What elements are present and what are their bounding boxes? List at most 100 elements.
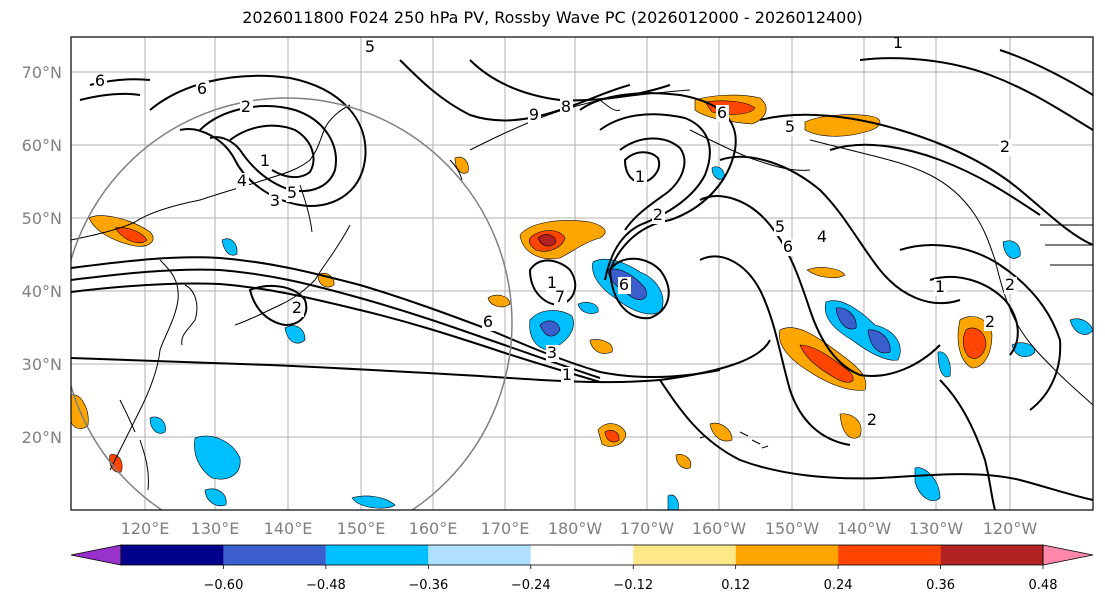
longitude-tick-label: 140°W	[837, 519, 892, 538]
colorbar-segment	[838, 545, 941, 565]
analysis-circle	[71, 97, 513, 510]
contour-label-background	[364, 39, 377, 56]
longitude-tick-label: 150°E	[337, 519, 386, 538]
contour-label-background	[561, 367, 574, 384]
colorbar-extend-low	[70, 544, 122, 566]
contour-value-label: 2	[292, 298, 302, 317]
contour-value-label: 2	[653, 205, 663, 224]
contour-label-background	[866, 412, 879, 429]
contour-value-label: 2	[1000, 137, 1010, 156]
contour-label-background	[560, 99, 573, 116]
latitude-labels: 70°N 60°N 50°N 40°N 30°N 20°N	[22, 63, 62, 447]
longitude-tick-label: 120°W	[983, 519, 1038, 538]
contour-value-label: 6	[197, 79, 207, 98]
contour-label-background	[482, 314, 495, 331]
contour-value-label: 5	[775, 217, 785, 236]
colorbar-segment	[428, 545, 531, 565]
longitude-tick-label: 160°E	[409, 519, 458, 538]
longitude-tick-label: 140°E	[264, 519, 313, 538]
contour-value-label: 6	[483, 312, 493, 331]
longitude-tick-label: 170°W	[620, 519, 675, 538]
contour-value-label: 4	[817, 227, 827, 246]
colorbar-segment	[633, 545, 736, 565]
contour-value-label: 8	[561, 97, 571, 116]
contour-label-background	[259, 153, 272, 170]
longitude-tick-label: 150°W	[765, 519, 820, 538]
contour-label-background	[94, 73, 107, 90]
contour-value-label: 6	[619, 275, 629, 294]
colorbar-segment	[735, 545, 839, 565]
colorbar-tick-label: 0.24	[824, 578, 853, 593]
colorbar-segment	[325, 545, 429, 565]
colorbar-extend-high	[1042, 544, 1094, 566]
contour-label-background	[984, 314, 997, 331]
colorbar: −0.60 −0.48 −0.36 −0.24 −0.12 0.12 0.24 0.36 0.4…	[70, 544, 1094, 593]
contour-value-label: 1	[893, 33, 903, 52]
longitude-tick-label: 160°W	[692, 519, 747, 538]
gridlines	[71, 37, 1093, 510]
contour-value-label: 5	[287, 183, 297, 202]
colorbar-segment	[940, 545, 1043, 565]
contour-label-background	[784, 119, 797, 136]
colorbar-tick-label: −0.24	[511, 578, 551, 593]
longitude-tick-label: 120°E	[121, 519, 170, 538]
contour-label-background	[546, 345, 559, 362]
contour-label-background	[999, 139, 1012, 156]
colorbar-tick-label: −0.36	[408, 578, 448, 593]
contour-label-background	[236, 173, 249, 190]
pv-contours	[71, 49, 1093, 510]
longitude-tick-label: 180°W	[548, 519, 603, 538]
colorbar-segment	[530, 545, 634, 565]
contour-value-label: 6	[717, 103, 727, 122]
contour-label-background	[528, 107, 541, 124]
contour-value-label: 6	[783, 237, 793, 256]
contour-label-background	[240, 99, 253, 116]
longitude-tick-label: 170°E	[481, 519, 530, 538]
latitude-tick-label: 40°N	[22, 282, 62, 301]
contour-value-label: 6	[95, 71, 105, 90]
map-frame	[70, 36, 1094, 511]
colorbar-tick-label: 0.48	[1029, 578, 1058, 593]
contour-value-label: 2	[1005, 275, 1015, 294]
latitude-tick-label: 70°N	[22, 63, 62, 82]
contour-label-background	[196, 81, 209, 98]
colorbar-tick-label: −0.48	[306, 578, 346, 593]
colorbar-segment	[121, 545, 224, 565]
contour-value-label: 4	[237, 171, 247, 190]
contour-label-background	[652, 207, 665, 224]
contour-value-label: 9	[529, 105, 539, 124]
contour-label-background	[716, 105, 729, 122]
contour-label-background	[782, 239, 795, 256]
contour-value-label: 5	[365, 37, 375, 56]
contour-value-label: 7	[555, 287, 565, 306]
contour-label-background	[291, 300, 304, 317]
contour-label-background	[934, 279, 947, 296]
contour-label-background	[546, 275, 559, 292]
longitude-labels: 120°E 130°E 140°E 150°E 160°E 170°E 180°W 170°W…	[121, 519, 1038, 538]
contour-value-label: 1	[562, 365, 572, 384]
contour-value-label: 5	[785, 117, 795, 136]
contour-label-background	[816, 229, 829, 246]
contour-value-label: 2	[867, 410, 877, 429]
longitude-tick-label: 130°E	[191, 519, 240, 538]
positive-anomaly-patches	[71, 94, 993, 473]
contour-value-label: 3	[270, 191, 280, 210]
contour-value-label: 1	[260, 151, 270, 170]
contour-value-label: 3	[547, 343, 557, 362]
colorbar-frame	[120, 544, 1044, 566]
contour-value-label: 2	[241, 97, 251, 116]
colorbar-tick-label: −0.60	[204, 578, 244, 593]
colorbar-tick-label: −0.12	[613, 578, 653, 593]
contour-label-background	[892, 37, 905, 52]
contour-value-label: 2	[985, 312, 995, 331]
contour-value-label: 1	[547, 273, 557, 292]
colorbar-segment	[223, 545, 326, 565]
colorbar-tick-label: 0.12	[721, 578, 750, 593]
latitude-tick-label: 20°N	[22, 428, 62, 447]
contour-value-label: 1	[635, 167, 645, 186]
colorbar-tick-label: 0.36	[926, 578, 955, 593]
contour-value-label: 1	[935, 277, 945, 296]
latitude-tick-label: 60°N	[22, 136, 62, 155]
